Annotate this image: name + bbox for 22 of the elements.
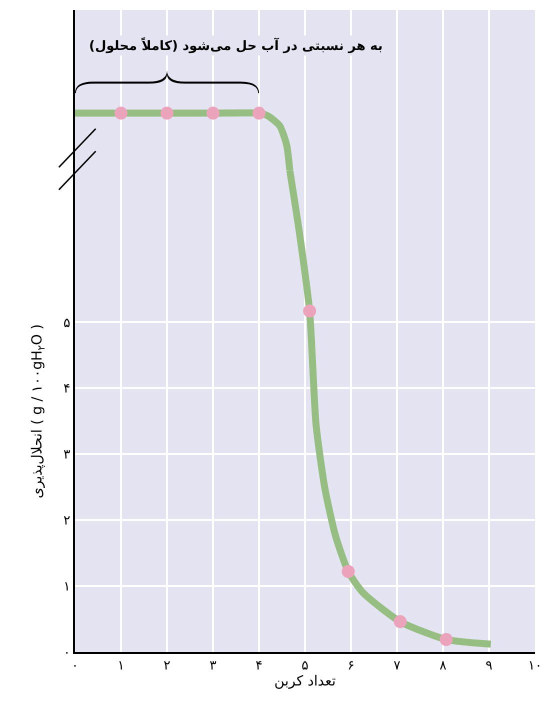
y-tick-label: ۴ [63,382,70,397]
x-tick-label: ۱۰ [528,658,542,674]
y-tick-label: ۲ [63,514,70,529]
x-tick-label: ۸ [440,658,447,674]
y-tick-label: ۳ [63,448,70,463]
x-tick-label: ۲ [164,658,171,674]
x-axis-title: تعداد کربن [274,674,336,690]
point [303,304,316,318]
x-tick-label: ۷ [394,658,401,674]
x-tick-label: ۶ [348,658,354,674]
point [440,632,453,646]
y-tick-label: ۱ [63,580,70,595]
y-tick-label: ۵ [63,316,70,331]
point [342,565,355,578]
x-tick-label: ۳ [210,658,217,674]
y-tick-label: ۰ [63,646,70,661]
point [394,615,407,628]
x-tick-label: ۱ [118,658,124,674]
x-tick-label: ۵ [302,658,309,674]
text: به هر نسبتی در آب حل می‌شود (کاملاً محلول) [89,37,383,54]
x-tick-label: ۴ [256,658,263,674]
x-tick-label: ۹ [486,658,493,674]
